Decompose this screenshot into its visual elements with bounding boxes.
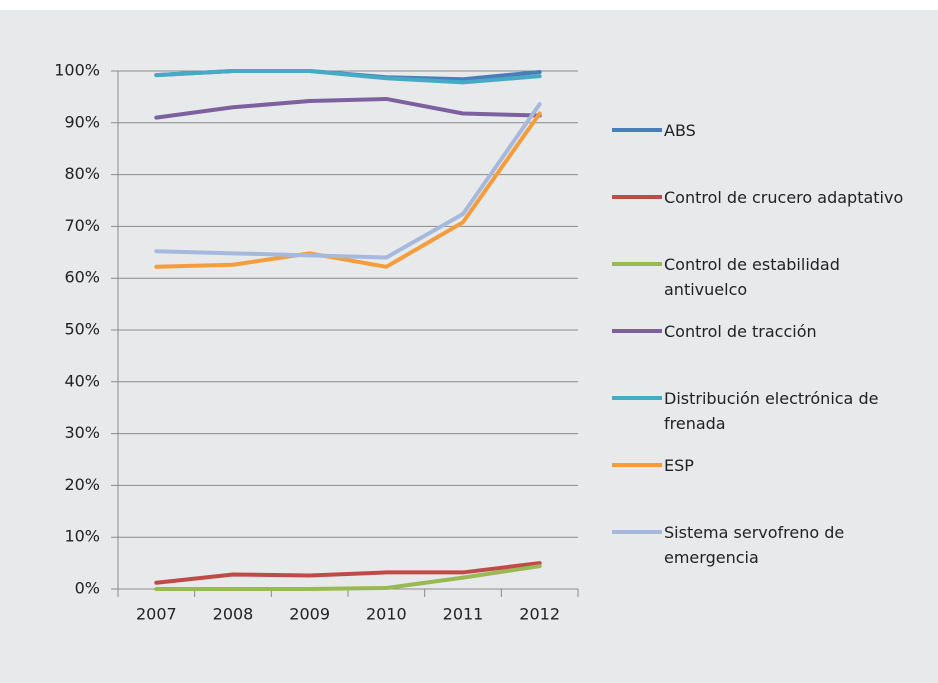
legend-swatch [612, 396, 662, 400]
x-tick-label: 2010 [366, 605, 407, 624]
legend-label: Control de estabilidad antivuelco [664, 255, 840, 299]
series-line [154, 69, 542, 85]
x-tick-label: 2007 [136, 605, 177, 624]
legend-label: Sistema servofreno de emergencia [664, 523, 845, 567]
legend-item: Sistema servofreno de emergencia [612, 520, 932, 570]
series-line [154, 102, 542, 260]
legend-swatch [612, 463, 662, 467]
x-tick-label: 2008 [213, 605, 254, 624]
legend-swatch [612, 262, 662, 266]
y-tick-label: 40% [64, 371, 100, 390]
series-line [154, 111, 542, 269]
legend-swatch [612, 195, 662, 199]
legend-label: Control de tracción [664, 322, 817, 341]
legend-item: ESP [612, 453, 932, 478]
y-tick-label: 80% [64, 164, 100, 183]
x-tick-label: 2012 [519, 605, 560, 624]
y-tick-label: 60% [64, 268, 100, 287]
y-tick-label: 0% [75, 579, 100, 598]
series-line [154, 564, 542, 591]
legend-item: Control de tracción [612, 319, 932, 344]
legend-item: ABS [612, 118, 932, 143]
legend-label: Control de crucero adaptativo [664, 188, 904, 207]
series-line [154, 96, 542, 120]
legend-item: Control de estabilidad antivuelco [612, 252, 932, 302]
series-line [154, 561, 542, 585]
legend-item: Control de crucero adaptativo [612, 185, 932, 210]
legend-swatch [612, 128, 662, 132]
y-tick-label: 20% [64, 475, 100, 494]
x-tick-label: 2009 [289, 605, 330, 624]
legend-swatch [612, 530, 662, 534]
legend-label: ABS [664, 121, 696, 140]
legend-item: Distribución electrónica de frenada [612, 386, 932, 436]
x-tick-label: 2011 [443, 605, 484, 624]
y-tick-label: 10% [64, 527, 100, 546]
y-tick-label: 70% [64, 216, 100, 235]
legend-label: ESP [664, 456, 694, 475]
legend-swatch [612, 329, 662, 333]
y-tick-label: 30% [64, 423, 100, 442]
y-tick-label: 90% [64, 112, 100, 131]
legend-label: Distribución electrónica de frenada [664, 389, 879, 433]
y-tick-label: 50% [64, 320, 100, 339]
y-tick-label: 100% [54, 61, 100, 80]
